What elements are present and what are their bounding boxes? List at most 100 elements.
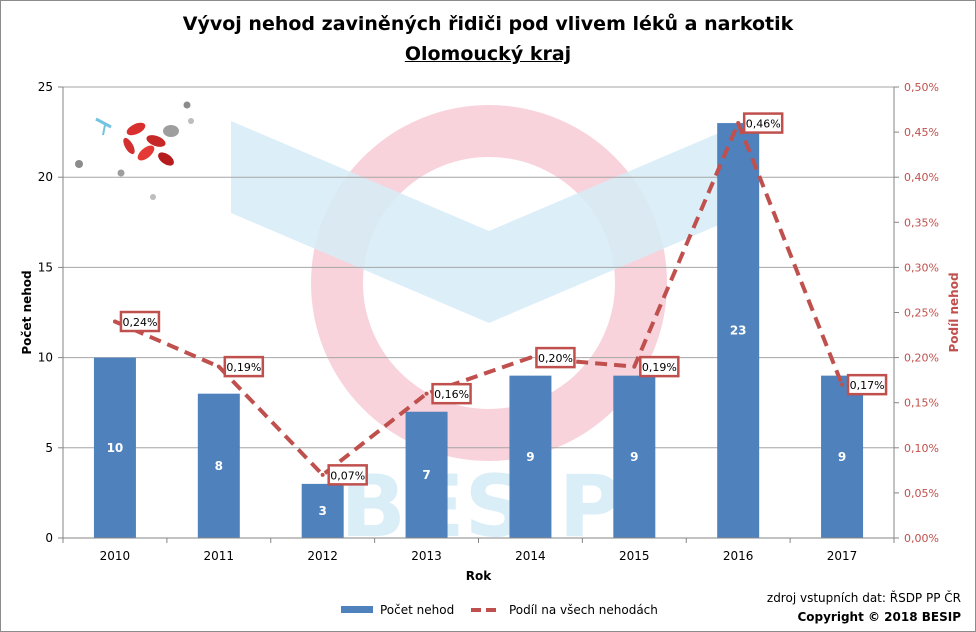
- share-data-label: 0,16%: [434, 388, 469, 401]
- pill: [183, 101, 191, 109]
- y2-tick-label: 0,30%: [904, 261, 939, 274]
- share-label-box: [431, 382, 472, 405]
- bar: [93, 357, 136, 538]
- x-tick-label: 2013: [411, 549, 442, 563]
- share-data-label: 0,24%: [122, 316, 157, 329]
- bar-value-label: 3: [319, 504, 327, 518]
- syringe: [95, 117, 112, 129]
- pill: [117, 169, 125, 177]
- bar: [405, 411, 448, 538]
- legend-label-line: Podíl na všech nehodách: [509, 603, 658, 617]
- share-line: 0,24% 0,19% 0,07% 0,16% 0,20% 0,19% 0,46% 0,17%: [112, 112, 888, 486]
- pill: [126, 122, 146, 136]
- share-point: [424, 391, 429, 396]
- pill: [146, 135, 166, 147]
- share-data-label: 0,20%: [538, 352, 573, 365]
- share-point: [112, 319, 117, 324]
- pill: [188, 118, 194, 124]
- copyright-note: Copyright © 2018 BESIP: [797, 610, 961, 624]
- share-label-box: [846, 373, 888, 396]
- y2-tick-label: 0,05%: [904, 487, 939, 500]
- bar: [717, 123, 760, 538]
- y2-tick-label: 0,10%: [904, 442, 939, 455]
- share-point: [840, 382, 845, 387]
- share-data-label: 0,07%: [330, 469, 365, 482]
- watermark-text: BESIP: [340, 457, 621, 557]
- share-point: [216, 364, 221, 369]
- y2-tick-label: 0,45%: [904, 126, 939, 139]
- bar: [197, 393, 240, 538]
- y-axis-title: Počet nehod: [20, 270, 34, 354]
- share-label-box: [535, 346, 576, 369]
- x-tick-label: 2011: [204, 549, 235, 563]
- share-point: [736, 121, 741, 126]
- legend-label-bars: Počet nehod: [380, 603, 454, 617]
- share-line-path: [114, 121, 844, 477]
- chart-subtitle-text: Olomoucký kraj: [404, 43, 572, 65]
- legend: Počet nehod Podíl na všech nehodách: [341, 603, 658, 617]
- y2-tick-label: 0,50%: [904, 81, 939, 94]
- share-label-box: [327, 464, 368, 486]
- y-tick-label: 10: [38, 351, 53, 365]
- y-tick-label: 5: [45, 441, 53, 455]
- share-point: [528, 355, 533, 360]
- pill: [123, 137, 135, 155]
- y2-tick-label: 0,15%: [904, 397, 939, 410]
- share-label-box: [223, 355, 265, 378]
- watermark-ring: [311, 105, 667, 461]
- x-tick-label: 2017: [827, 549, 858, 563]
- syringe: [102, 124, 106, 136]
- x-tick-label: 2016: [723, 549, 754, 563]
- y-tick-label: 25: [38, 80, 53, 94]
- share-point: [320, 472, 325, 477]
- watermark-chevron: [231, 121, 747, 323]
- pill: [75, 160, 83, 168]
- bar-value-label: 8: [215, 459, 223, 473]
- y-tick-label: 20: [38, 170, 53, 184]
- bar: [613, 375, 656, 538]
- share-data-label: 0,17%: [850, 379, 885, 392]
- besip-watermark: BESIP: [231, 105, 747, 557]
- legend-swatch-bars: [341, 606, 373, 613]
- bar: [509, 375, 552, 538]
- pill: [163, 125, 179, 137]
- pill: [150, 194, 156, 200]
- bar-value-label: 9: [526, 450, 534, 464]
- bar-value-label: 9: [838, 450, 846, 464]
- bar-value-label: 10: [107, 441, 124, 455]
- bars: 10 8 3 7 9 9 23 9: [93, 123, 864, 538]
- y2-axis-title: Podíl nehod: [947, 272, 961, 352]
- source-note: zdroj vstupních dat: ŘSDP PP ČR: [766, 591, 961, 605]
- y2-tick-label: 0,35%: [904, 216, 939, 229]
- share-label-box: [119, 310, 161, 333]
- bar: [301, 483, 344, 538]
- share-point: [632, 364, 637, 369]
- y-tick-label: 15: [38, 260, 53, 274]
- y2-tick-label: 0,20%: [904, 352, 939, 365]
- chart-title: Vývoj nehod zaviněných řidiči pod vlivem…: [182, 13, 794, 35]
- y2-tick-label: 0,40%: [904, 171, 939, 184]
- pills-image: [75, 101, 194, 200]
- y-tick-label: 0: [45, 531, 53, 545]
- share-data-label: 0,19%: [226, 361, 261, 374]
- share-label-box: [742, 112, 784, 134]
- share-data-label: 0,19%: [642, 361, 677, 374]
- pill: [137, 145, 155, 161]
- x-tick-label: 2010: [100, 549, 131, 563]
- x-axis-title: Rok: [466, 569, 492, 583]
- x-tick-label: 2014: [515, 549, 546, 563]
- axes: 0 5 10 15 20 25 0,00% 0,05% 0,10% 0,15% 0,20% 0,25%…: [20, 80, 961, 583]
- y2-tick-label: 0,25%: [904, 307, 939, 320]
- bar-value-label: 7: [422, 468, 430, 482]
- bar: [821, 375, 864, 538]
- x-tick-label: 2015: [619, 549, 650, 563]
- pill: [158, 152, 174, 166]
- share-label-box: [639, 355, 680, 378]
- bar-value-label: 9: [630, 450, 638, 464]
- x-tick-label: 2012: [307, 549, 338, 563]
- bar-value-label: 23: [730, 324, 747, 338]
- y2-tick-label: 0,00%: [904, 532, 939, 545]
- share-data-label: 0,46%: [746, 118, 781, 131]
